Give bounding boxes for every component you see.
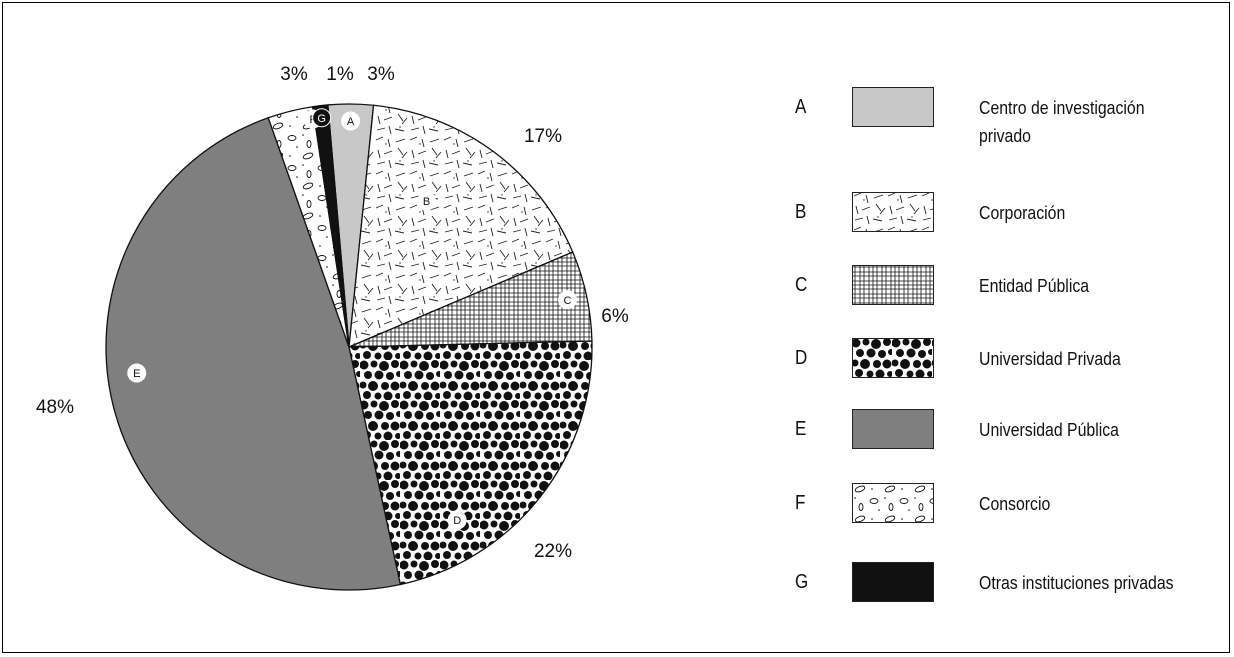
slice-badge-letter: G <box>317 113 326 125</box>
legend-item-b: B Corporación <box>795 189 1215 235</box>
legend-swatch-d <box>852 338 934 378</box>
slice-badge-letter: E <box>133 368 140 380</box>
slice-badge-letter: D <box>453 515 461 527</box>
value-label-b: 17% <box>524 126 562 147</box>
legend-item-f: F Consorcio <box>795 480 1215 526</box>
legend-letter: D <box>795 347 808 369</box>
value-label-d: 22% <box>534 541 572 562</box>
legend-label: Entidad Pública <box>979 276 1090 296</box>
legend-swatch-c <box>852 265 934 305</box>
legend-label: Centro de investigación privado <box>979 98 1145 146</box>
legend-label: Otras instituciones privadas <box>979 573 1174 593</box>
slice-badge-e: E <box>127 363 147 383</box>
legend-letter: F <box>795 492 806 514</box>
legend-swatch-a <box>852 87 934 127</box>
slice-badge-letter: A <box>347 116 355 128</box>
legend-letter: C <box>795 274 808 296</box>
value-label-g: 1% <box>326 64 354 85</box>
legend-swatch-e <box>852 409 934 449</box>
legend-item-a: A Centro de investigación privado <box>795 84 1215 146</box>
legend-letter: E <box>795 418 807 440</box>
legend-item-c: C Entidad Pública <box>795 262 1215 308</box>
pie-slice-b <box>348 104 574 349</box>
legend-letter: B <box>795 201 807 223</box>
value-label-a: 3% <box>367 64 395 85</box>
pie-slice-d <box>348 340 593 586</box>
value-label-e: 48% <box>36 397 74 418</box>
slice-badge-d: D <box>447 510 467 530</box>
legend-item-g: G Otras instituciones privadas <box>795 559 1215 605</box>
slice-badge-letter: B <box>423 196 430 208</box>
value-label-f: 3% <box>280 64 308 85</box>
pie-slice-e <box>105 116 402 591</box>
legend-label: Consorcio <box>979 494 1051 514</box>
legend-letter: G <box>795 571 809 593</box>
slice-badge-b: B <box>417 191 437 211</box>
legend-label: Universidad Pública <box>979 420 1120 440</box>
legend-swatch-g <box>852 562 934 602</box>
legend-letter: A <box>795 96 807 118</box>
slice-badge-letter: C <box>564 295 572 307</box>
slice-badge-g: G <box>312 108 332 128</box>
legend-item-d: D Universidad Privada <box>795 335 1215 381</box>
legend-swatch-b <box>852 192 934 232</box>
legend-swatch-f <box>852 483 934 523</box>
value-label-c: 6% <box>601 306 629 327</box>
slice-badge-a: A <box>341 111 361 131</box>
pie-slice-g <box>311 104 350 348</box>
slice-badge-c: C <box>558 290 578 310</box>
legend-item-e: E Universidad Pública <box>795 406 1215 452</box>
legend-label: Universidad Privada <box>979 349 1121 369</box>
legend-label: Corporación <box>979 203 1066 223</box>
